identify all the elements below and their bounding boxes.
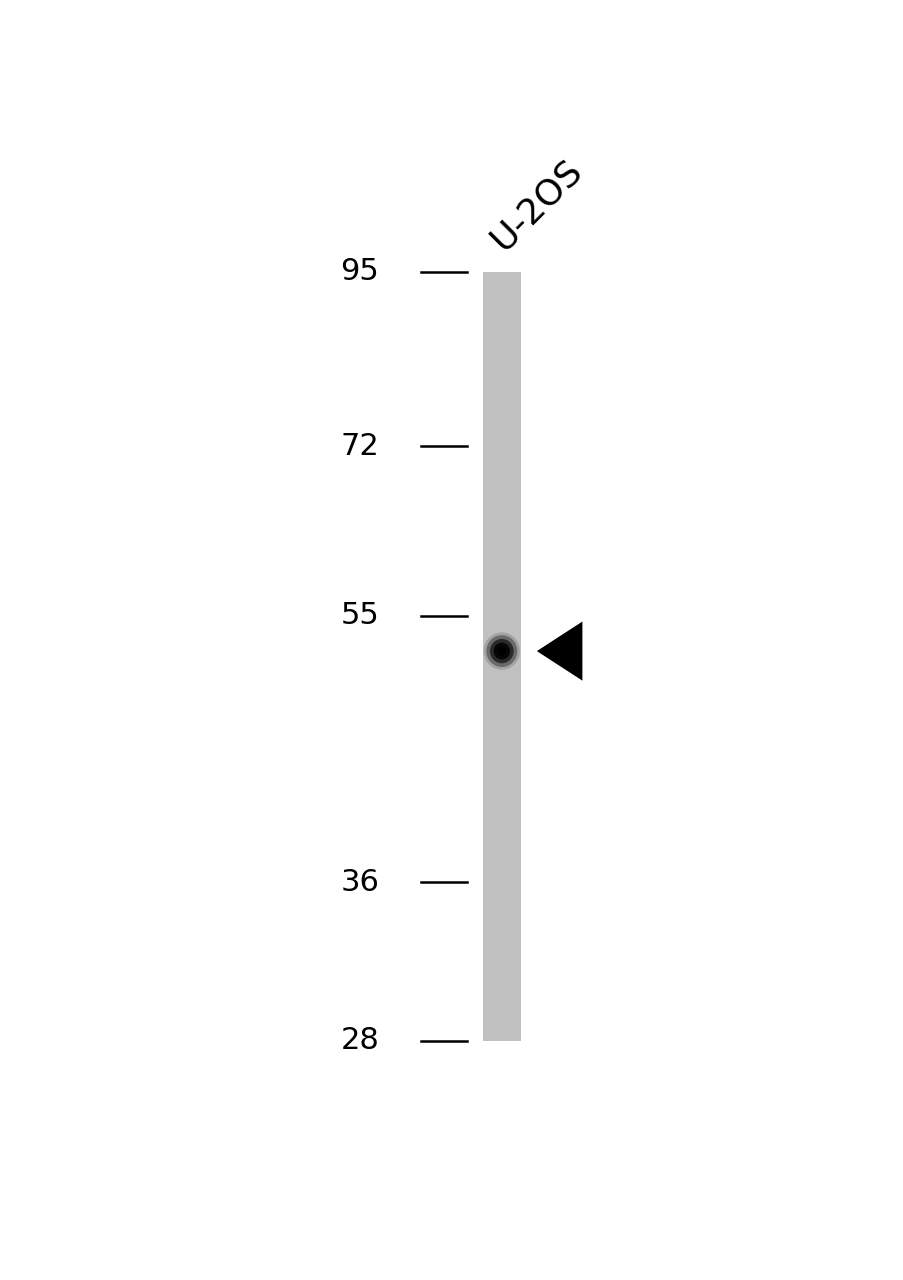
Ellipse shape: [493, 643, 509, 659]
Ellipse shape: [497, 646, 506, 655]
Polygon shape: [536, 622, 582, 681]
Ellipse shape: [489, 639, 513, 663]
Ellipse shape: [486, 635, 517, 667]
Text: 36: 36: [340, 868, 379, 897]
Text: 95: 95: [340, 257, 379, 287]
Text: U-2OS: U-2OS: [484, 152, 589, 257]
Bar: [482, 271, 520, 1041]
Text: 72: 72: [340, 431, 379, 461]
Text: 28: 28: [340, 1027, 379, 1055]
Text: 55: 55: [340, 602, 379, 630]
Ellipse shape: [483, 632, 519, 669]
